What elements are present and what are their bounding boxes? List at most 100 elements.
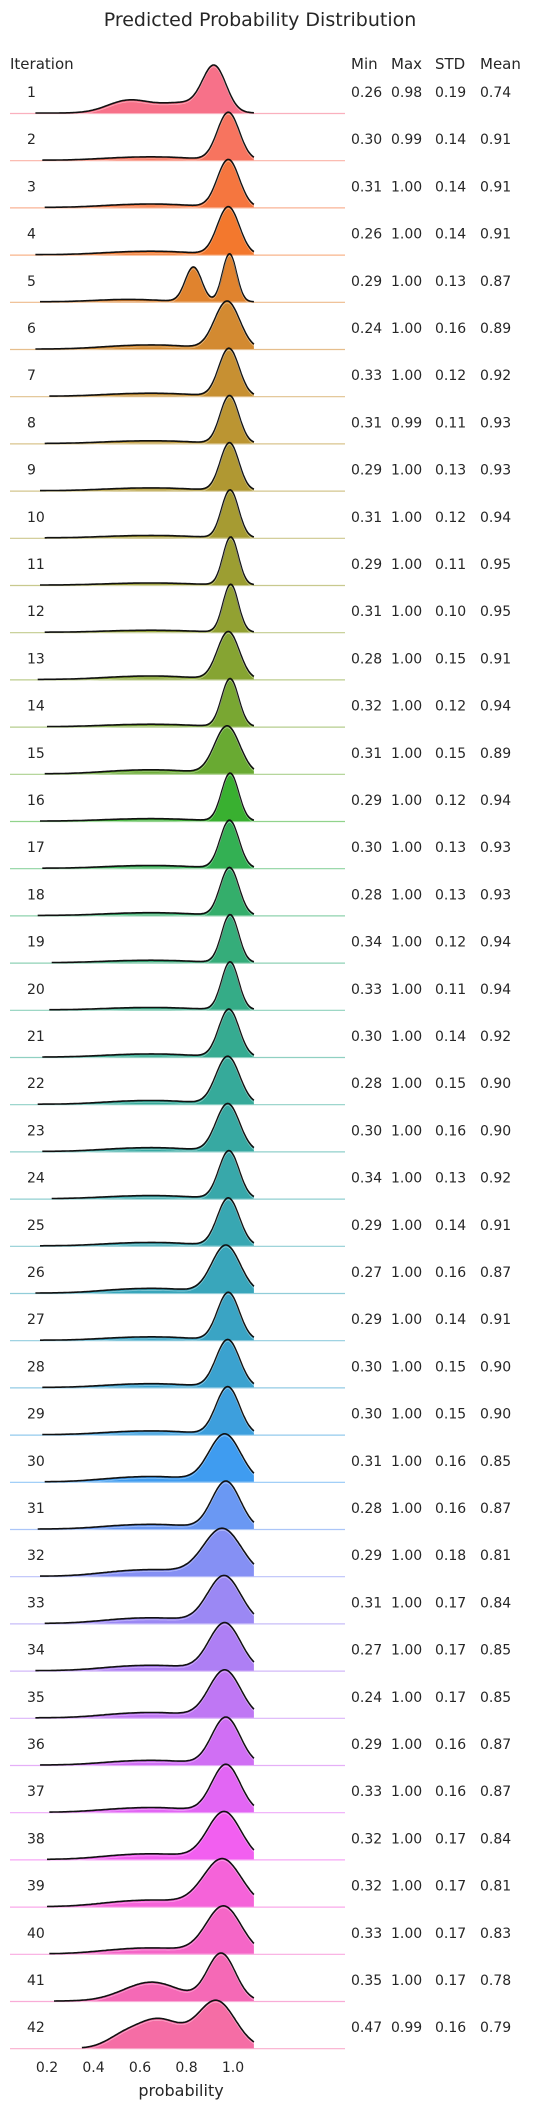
stat-mean: 0.94: [480, 793, 511, 809]
ridge-highlight: [49, 1765, 255, 1815]
ridge-fill: [40, 442, 254, 491]
stat-max: 0.99: [391, 2020, 422, 2036]
stat-max: 1.00: [391, 1171, 422, 1187]
ridge-fill: [44, 584, 254, 633]
stat-std: 0.17: [435, 1690, 466, 1706]
ridge-fill: [35, 1622, 254, 1671]
stat-std: 0.13: [435, 887, 466, 903]
iteration-label: 29: [27, 1407, 45, 1423]
ridge-highlight: [44, 727, 255, 776]
ridge-row: 34 0.27 1.00 0.17 0.85: [10, 1621, 511, 1673]
ridge-outline: [81, 1999, 255, 2049]
stat-mean: 0.94: [480, 982, 511, 998]
stat-max: 1.00: [391, 321, 422, 337]
stat-max: 1.00: [391, 179, 422, 195]
ridge-fill: [47, 1858, 254, 1907]
stat-max: 1.00: [391, 793, 422, 809]
iteration-label: 25: [27, 1218, 45, 1234]
ridge-highlight: [35, 1671, 255, 1721]
stat-min: 0.33: [351, 1926, 382, 1942]
stat-max: 1.00: [391, 699, 422, 715]
ridge-outline: [49, 347, 255, 397]
stat-max: 1.00: [391, 1973, 422, 1989]
ridge-outline: [40, 252, 254, 303]
ridge-outline: [35, 1621, 255, 1672]
ridge-highlight: [44, 161, 255, 210]
iteration-label: 38: [27, 1831, 45, 1847]
stat-mean: 0.87: [480, 1265, 511, 1281]
stat-min: 0.28: [351, 1076, 382, 1092]
ridge-fill: [54, 1953, 254, 2001]
stat-std: 0.14: [435, 179, 466, 195]
iteration-label: 11: [27, 557, 45, 573]
ridge-highlight: [35, 1246, 255, 1296]
ridge-fill: [40, 773, 254, 821]
stat-mean: 0.94: [480, 510, 511, 526]
stat-max: 1.00: [391, 604, 422, 620]
ridge-row: 4 0.26 1.00 0.14 0.91: [10, 205, 511, 257]
stat-max: 1.00: [391, 1831, 422, 1847]
ridge-highlight: [44, 1435, 255, 1484]
stat-mean: 0.92: [480, 1029, 511, 1045]
ridge-row: 3 0.31 1.00 0.14 0.91: [10, 158, 511, 210]
stat-max: 1.00: [391, 227, 422, 243]
stat-min: 0.29: [351, 557, 382, 573]
ridge-outline: [44, 488, 255, 539]
stat-std: 0.14: [435, 1218, 466, 1234]
ridge-highlight: [49, 349, 255, 399]
ridge-fill: [40, 537, 254, 585]
stat-max: 0.99: [391, 132, 422, 148]
stat-min: 0.28: [351, 651, 382, 667]
ridge-highlight: [46, 1860, 255, 1909]
stat-mean: 0.89: [480, 746, 511, 762]
ridge-row: 42 0.47 0.99 0.16 0.79: [10, 1999, 511, 2050]
ridge-outline: [49, 960, 255, 1011]
ridge-row: 20 0.33 1.00 0.11 0.94: [10, 960, 511, 1012]
ridge-row: 18 0.28 1.00 0.13 0.93: [10, 866, 511, 918]
ridge-fill: [40, 1528, 254, 1577]
iteration-label: 21: [27, 1029, 45, 1045]
ridge-fill: [51, 914, 254, 963]
ridge-highlight: [47, 1813, 255, 1862]
stat-max: 1.00: [391, 1690, 422, 1706]
ridge-fill: [42, 820, 254, 869]
ridge-highlight: [40, 774, 254, 824]
ridge-row: 26 0.27 1.00 0.16 0.87: [10, 1244, 511, 1296]
ridge-fill: [44, 1575, 254, 1624]
iteration-label: 30: [27, 1454, 45, 1470]
ridge-row: 9 0.29 1.00 0.13 0.93: [10, 441, 511, 493]
stat-max: 1.00: [391, 274, 422, 290]
iteration-label: 24: [27, 1171, 45, 1187]
ridge-fill: [35, 1245, 254, 1293]
ridge-fill: [44, 1433, 254, 1482]
stat-std: 0.14: [435, 227, 466, 243]
ridge-fill: [47, 1811, 254, 1860]
stat-mean: 0.87: [480, 1501, 511, 1517]
stat-mean: 0.90: [480, 1076, 511, 1092]
stat-min: 0.29: [351, 1737, 382, 1753]
stat-std: 0.15: [435, 1359, 466, 1375]
ridge-highlight: [81, 2001, 255, 2050]
ridge-highlight: [51, 916, 254, 965]
ridge-outline: [35, 64, 254, 114]
stat-std: 0.16: [435, 1737, 466, 1753]
ridge-outline: [35, 1244, 255, 1294]
ridge-outline: [42, 819, 255, 869]
ridge-highlight: [46, 680, 254, 729]
ridge-row: 41 0.35 1.00 0.17 0.78: [10, 1952, 511, 2004]
ridge-row: 21 0.30 1.00 0.14 0.92: [10, 1008, 511, 1060]
ridge-outline: [49, 1904, 255, 1955]
stat-min: 0.24: [351, 1690, 382, 1706]
ridge-outline: [37, 630, 255, 681]
stat-min: 0.47: [351, 2020, 382, 2036]
stat-min: 0.31: [351, 179, 382, 195]
stat-min: 0.34: [351, 1171, 382, 1187]
x-tick-label: 0.8: [175, 2060, 197, 2076]
stat-std: 0.14: [435, 1029, 466, 1045]
stat-max: 1.00: [391, 1076, 422, 1092]
stat-mean: 0.93: [480, 415, 511, 431]
ridge-outline: [42, 1102, 255, 1153]
stat-min: 0.29: [351, 463, 382, 479]
stat-std: 0.11: [435, 415, 466, 431]
